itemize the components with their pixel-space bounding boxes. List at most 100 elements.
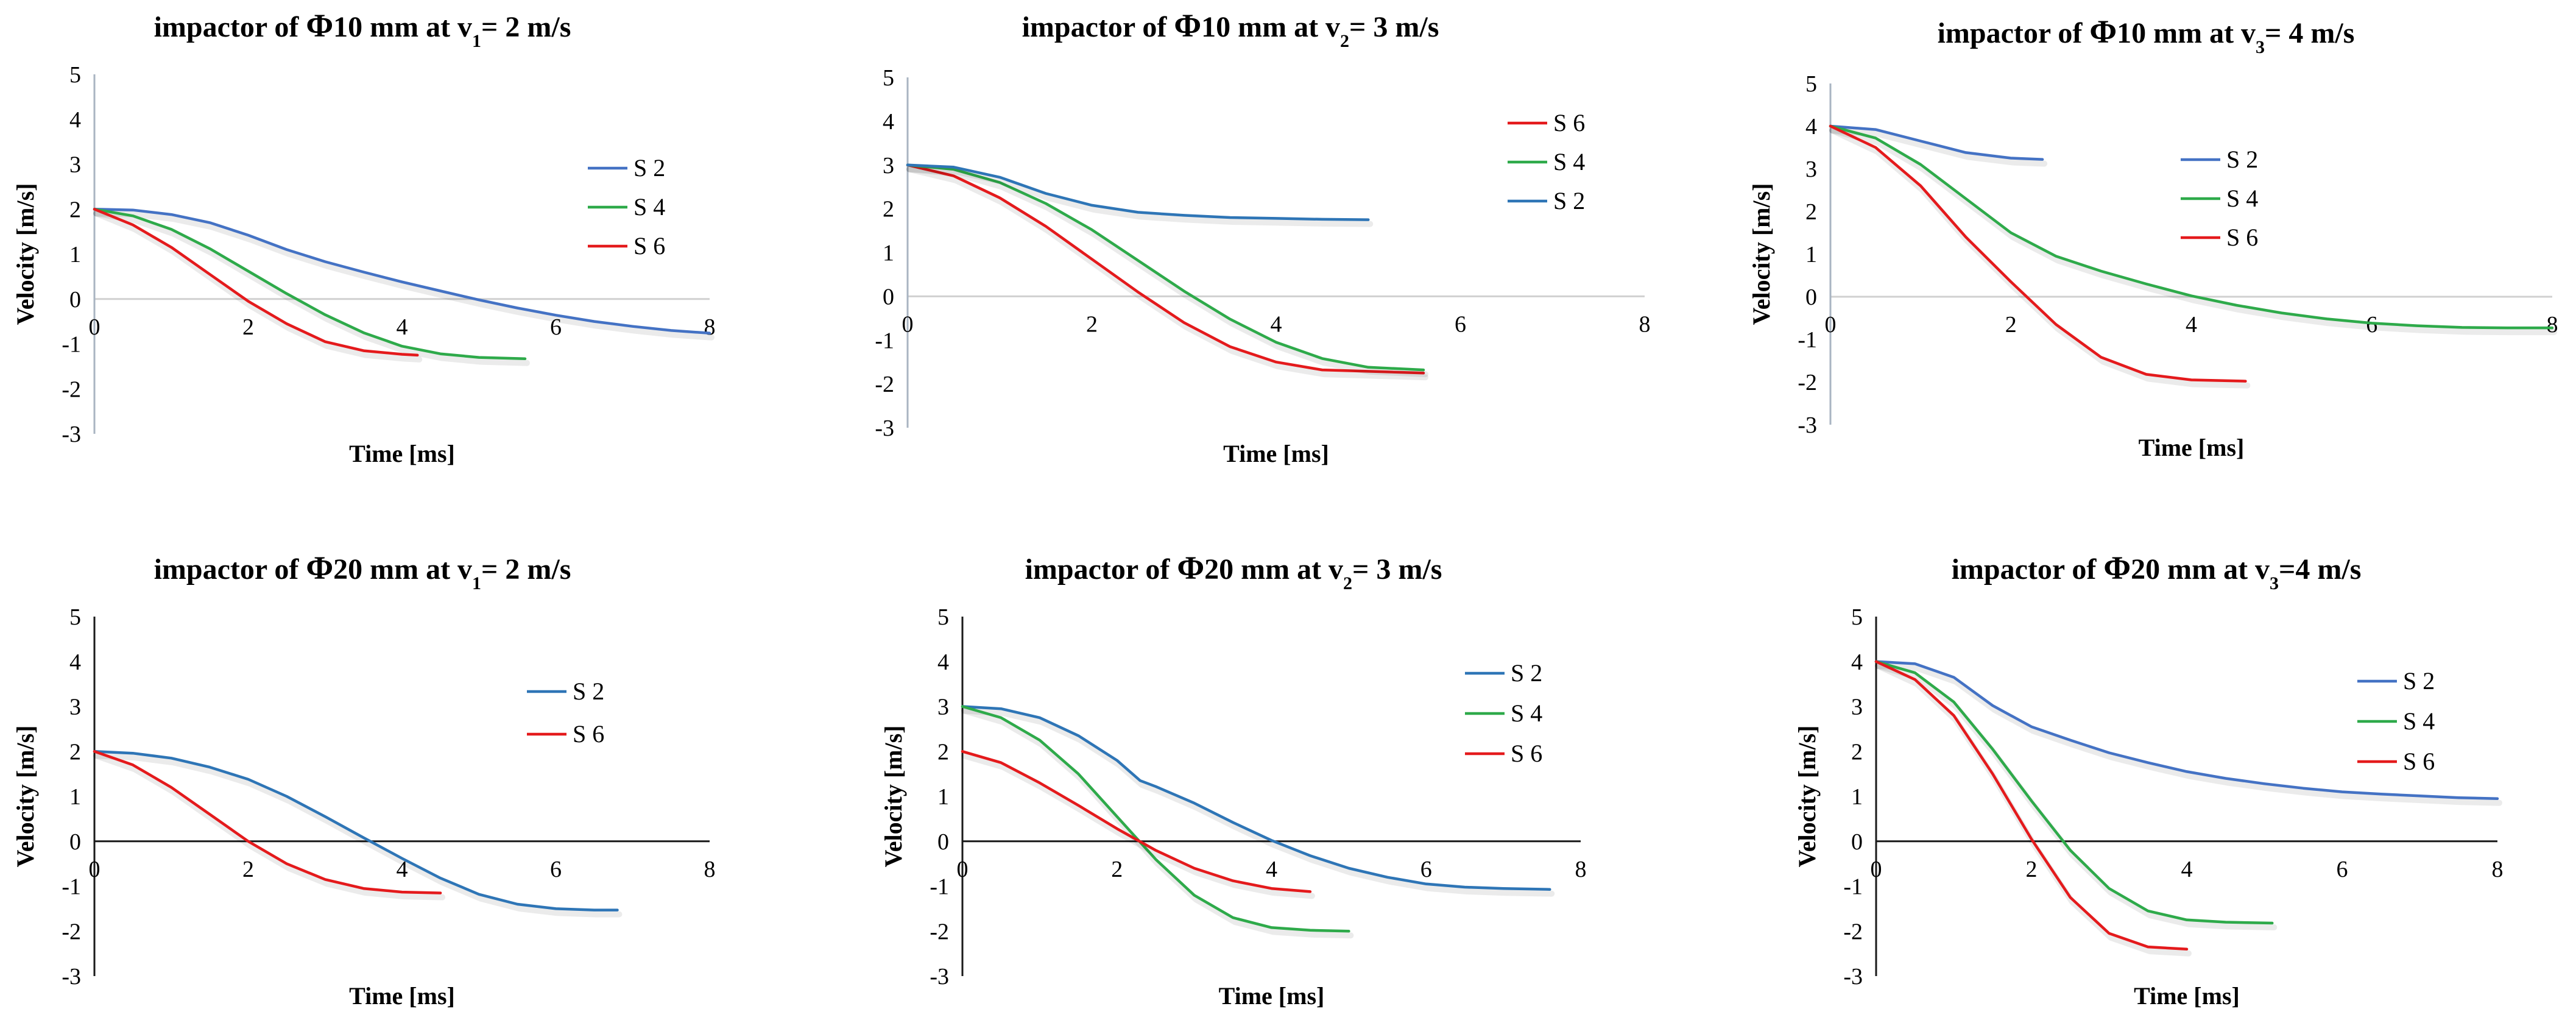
series-line bbox=[906, 163, 1425, 372]
series-shadow bbox=[93, 752, 446, 901]
series-shadow bbox=[906, 166, 1428, 381]
legend-label: S 2 bbox=[1553, 187, 1585, 214]
chart-panel-2: impactor of Φ10 mm at v2= 3 m/s-3-2-1012… bbox=[875, 7, 1651, 467]
title-pre: impactor of bbox=[1938, 17, 2090, 49]
title-sub: 3 bbox=[2256, 37, 2265, 57]
x-tick-label: 0 bbox=[89, 314, 101, 340]
y-tick-label: 4 bbox=[1805, 114, 1817, 140]
y-axis-label: Velocity [m/s] bbox=[1748, 183, 1775, 325]
y-tick-label: 0 bbox=[937, 829, 949, 855]
title-sub: 2 bbox=[1343, 573, 1352, 593]
chart-title: impactor of Φ10 mm at v2= 3 m/s bbox=[1022, 7, 1439, 51]
x-axis-label: Time [ms] bbox=[2134, 982, 2240, 1010]
x-tick-label: 6 bbox=[1420, 857, 1432, 882]
title-pre: impactor of bbox=[1022, 11, 1174, 43]
y-tick-label: -1 bbox=[1798, 327, 1817, 353]
x-tick-label: 2 bbox=[1111, 857, 1123, 882]
y-tick-label: 4 bbox=[1851, 650, 1863, 675]
series-line bbox=[961, 705, 1350, 933]
y-tick-label: 5 bbox=[69, 604, 81, 630]
legend-label: S 6 bbox=[1511, 740, 1542, 767]
chart-panel-5: impactor of Φ20 mm at v2= 3 m/s-3-2-1012… bbox=[880, 550, 1587, 1010]
x-axis-label: Time [ms] bbox=[1223, 440, 1329, 467]
title-sub: 1 bbox=[472, 573, 481, 593]
series-shadow bbox=[1829, 127, 2048, 167]
y-tick-label: 4 bbox=[69, 650, 81, 675]
y-tick-label: 2 bbox=[69, 197, 81, 222]
x-tick-label: 0 bbox=[1871, 857, 1882, 882]
y-tick-label: 0 bbox=[883, 284, 894, 310]
series-line bbox=[1829, 124, 2247, 383]
y-tick-label: 2 bbox=[937, 739, 949, 765]
legend-label: S 4 bbox=[633, 193, 665, 221]
y-tick-label: 2 bbox=[883, 197, 894, 222]
title-sym: Φ bbox=[306, 7, 333, 44]
y-tick-label: 2 bbox=[1851, 739, 1863, 765]
y-tick-label: 4 bbox=[883, 109, 894, 135]
chart-panel-1: impactor of Φ10 mm at v1= 2 m/s-3-2-1012… bbox=[12, 7, 716, 467]
y-tick-label: -2 bbox=[1798, 370, 1817, 395]
y-tick-label: 2 bbox=[1805, 199, 1817, 225]
chart-title: impactor of Φ10 mm at v3= 4 m/s bbox=[1938, 13, 2355, 57]
x-tick-label: 0 bbox=[1825, 312, 1837, 338]
chart-title: impactor of Φ20 mm at v3=4 m/s bbox=[1952, 550, 2362, 593]
legend-label: S 2 bbox=[633, 154, 665, 182]
title-post: = 3 m/s bbox=[1349, 11, 1439, 43]
title-pre: impactor of bbox=[154, 553, 306, 586]
x-tick-label: 2 bbox=[2005, 312, 2017, 338]
legend-label: S 2 bbox=[2226, 146, 2258, 173]
title-sub: 1 bbox=[472, 31, 481, 51]
x-tick-label: 0 bbox=[957, 857, 969, 882]
y-tick-label: 5 bbox=[937, 604, 949, 630]
x-tick-label: 4 bbox=[1266, 857, 1277, 882]
series-shadow bbox=[93, 210, 423, 363]
series-line bbox=[1829, 124, 2554, 330]
y-tick-label: -1 bbox=[1843, 874, 1863, 900]
x-axis-label: Time [ms] bbox=[349, 982, 455, 1010]
x-tick-label: 6 bbox=[2337, 857, 2348, 882]
title-pre: impactor of bbox=[154, 11, 306, 43]
series-line bbox=[93, 750, 442, 894]
legend-label: S 2 bbox=[573, 678, 604, 705]
x-tick-label: 4 bbox=[2181, 857, 2193, 882]
y-tick-label: 3 bbox=[937, 695, 949, 720]
legend-label: S 4 bbox=[1511, 699, 1542, 727]
y-tick-label: -3 bbox=[62, 422, 81, 447]
y-tick-label: -3 bbox=[930, 964, 949, 989]
y-tick-label: -3 bbox=[62, 964, 81, 989]
chart-title: impactor of Φ20 mm at v2= 3 m/s bbox=[1025, 550, 1442, 593]
series-line bbox=[93, 208, 527, 361]
chart-panel-3: impactor of Φ10 mm at v3= 4 m/s-3-2-1012… bbox=[1748, 13, 2558, 461]
title-pre: impactor of bbox=[1952, 553, 2104, 586]
y-axis-label: Velocity [m/s] bbox=[12, 183, 39, 325]
x-tick-label: 4 bbox=[397, 857, 408, 882]
y-tick-label: 5 bbox=[1851, 604, 1863, 630]
chart-title: impactor of Φ20 mm at v1= 2 m/s bbox=[154, 550, 571, 593]
legend-label: S 6 bbox=[2403, 748, 2435, 775]
y-tick-label: -3 bbox=[875, 416, 894, 441]
x-tick-label: 6 bbox=[2366, 312, 2377, 338]
title-sym: Φ bbox=[1174, 7, 1201, 44]
series-shadow bbox=[906, 166, 1428, 378]
series-line bbox=[961, 705, 1551, 891]
title-pre: impactor of bbox=[1025, 553, 1177, 586]
title-sub: 2 bbox=[1340, 31, 1349, 51]
series-shadow bbox=[1829, 127, 2557, 336]
x-tick-label: 8 bbox=[1639, 311, 1651, 337]
title-sym: Φ bbox=[306, 550, 333, 586]
y-tick-label: 0 bbox=[1805, 285, 1817, 310]
legend-label: S 6 bbox=[1553, 109, 1585, 136]
series-shadow bbox=[961, 707, 1354, 939]
title-mid: 10 mm at v bbox=[333, 11, 472, 43]
x-tick-label: 6 bbox=[550, 314, 562, 340]
y-tick-label: 1 bbox=[69, 242, 81, 267]
series-shadow bbox=[1829, 127, 2251, 389]
x-axis-label: Time [ms] bbox=[349, 440, 455, 467]
x-tick-label: 2 bbox=[242, 314, 254, 340]
series-line bbox=[93, 208, 711, 335]
title-post: = 4 m/s bbox=[2265, 17, 2354, 49]
series-line bbox=[1874, 660, 2274, 925]
series-line bbox=[1829, 124, 2044, 161]
series-shadow bbox=[93, 210, 530, 366]
y-tick-label: 1 bbox=[937, 784, 949, 810]
